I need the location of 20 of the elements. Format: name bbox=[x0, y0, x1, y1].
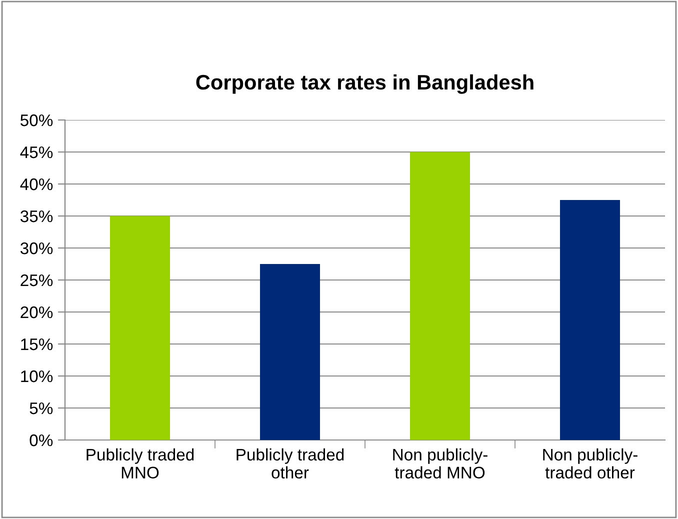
y-tick-label: 0% bbox=[30, 434, 53, 446]
x-tick-label: Non publicly- traded MNO bbox=[393, 448, 488, 479]
y-tick-label: 35% bbox=[20, 210, 53, 222]
y-tick-label: 40% bbox=[20, 178, 53, 190]
y-tick-label: 20% bbox=[20, 306, 53, 318]
y-tick-label: 45% bbox=[20, 146, 53, 158]
y-tick-label: 10% bbox=[21, 370, 53, 382]
bar bbox=[260, 264, 320, 440]
x-tick-label: Publicly traded MNO bbox=[86, 448, 194, 479]
y-tick-label: 5% bbox=[30, 402, 53, 414]
y-tick-label: 30% bbox=[20, 242, 53, 254]
y-tick-label: 50% bbox=[20, 114, 53, 126]
bar bbox=[110, 216, 170, 440]
x-tick-label: Publicly traded other bbox=[236, 448, 344, 479]
y-tick-label: 15% bbox=[21, 338, 53, 350]
bar bbox=[560, 200, 620, 440]
chart-title: Corporate tax rates in Bangladesh bbox=[196, 74, 534, 94]
y-tick-label: 25% bbox=[20, 274, 53, 286]
bar bbox=[410, 152, 470, 440]
x-tick-label: Non publicly- traded other bbox=[543, 448, 638, 479]
